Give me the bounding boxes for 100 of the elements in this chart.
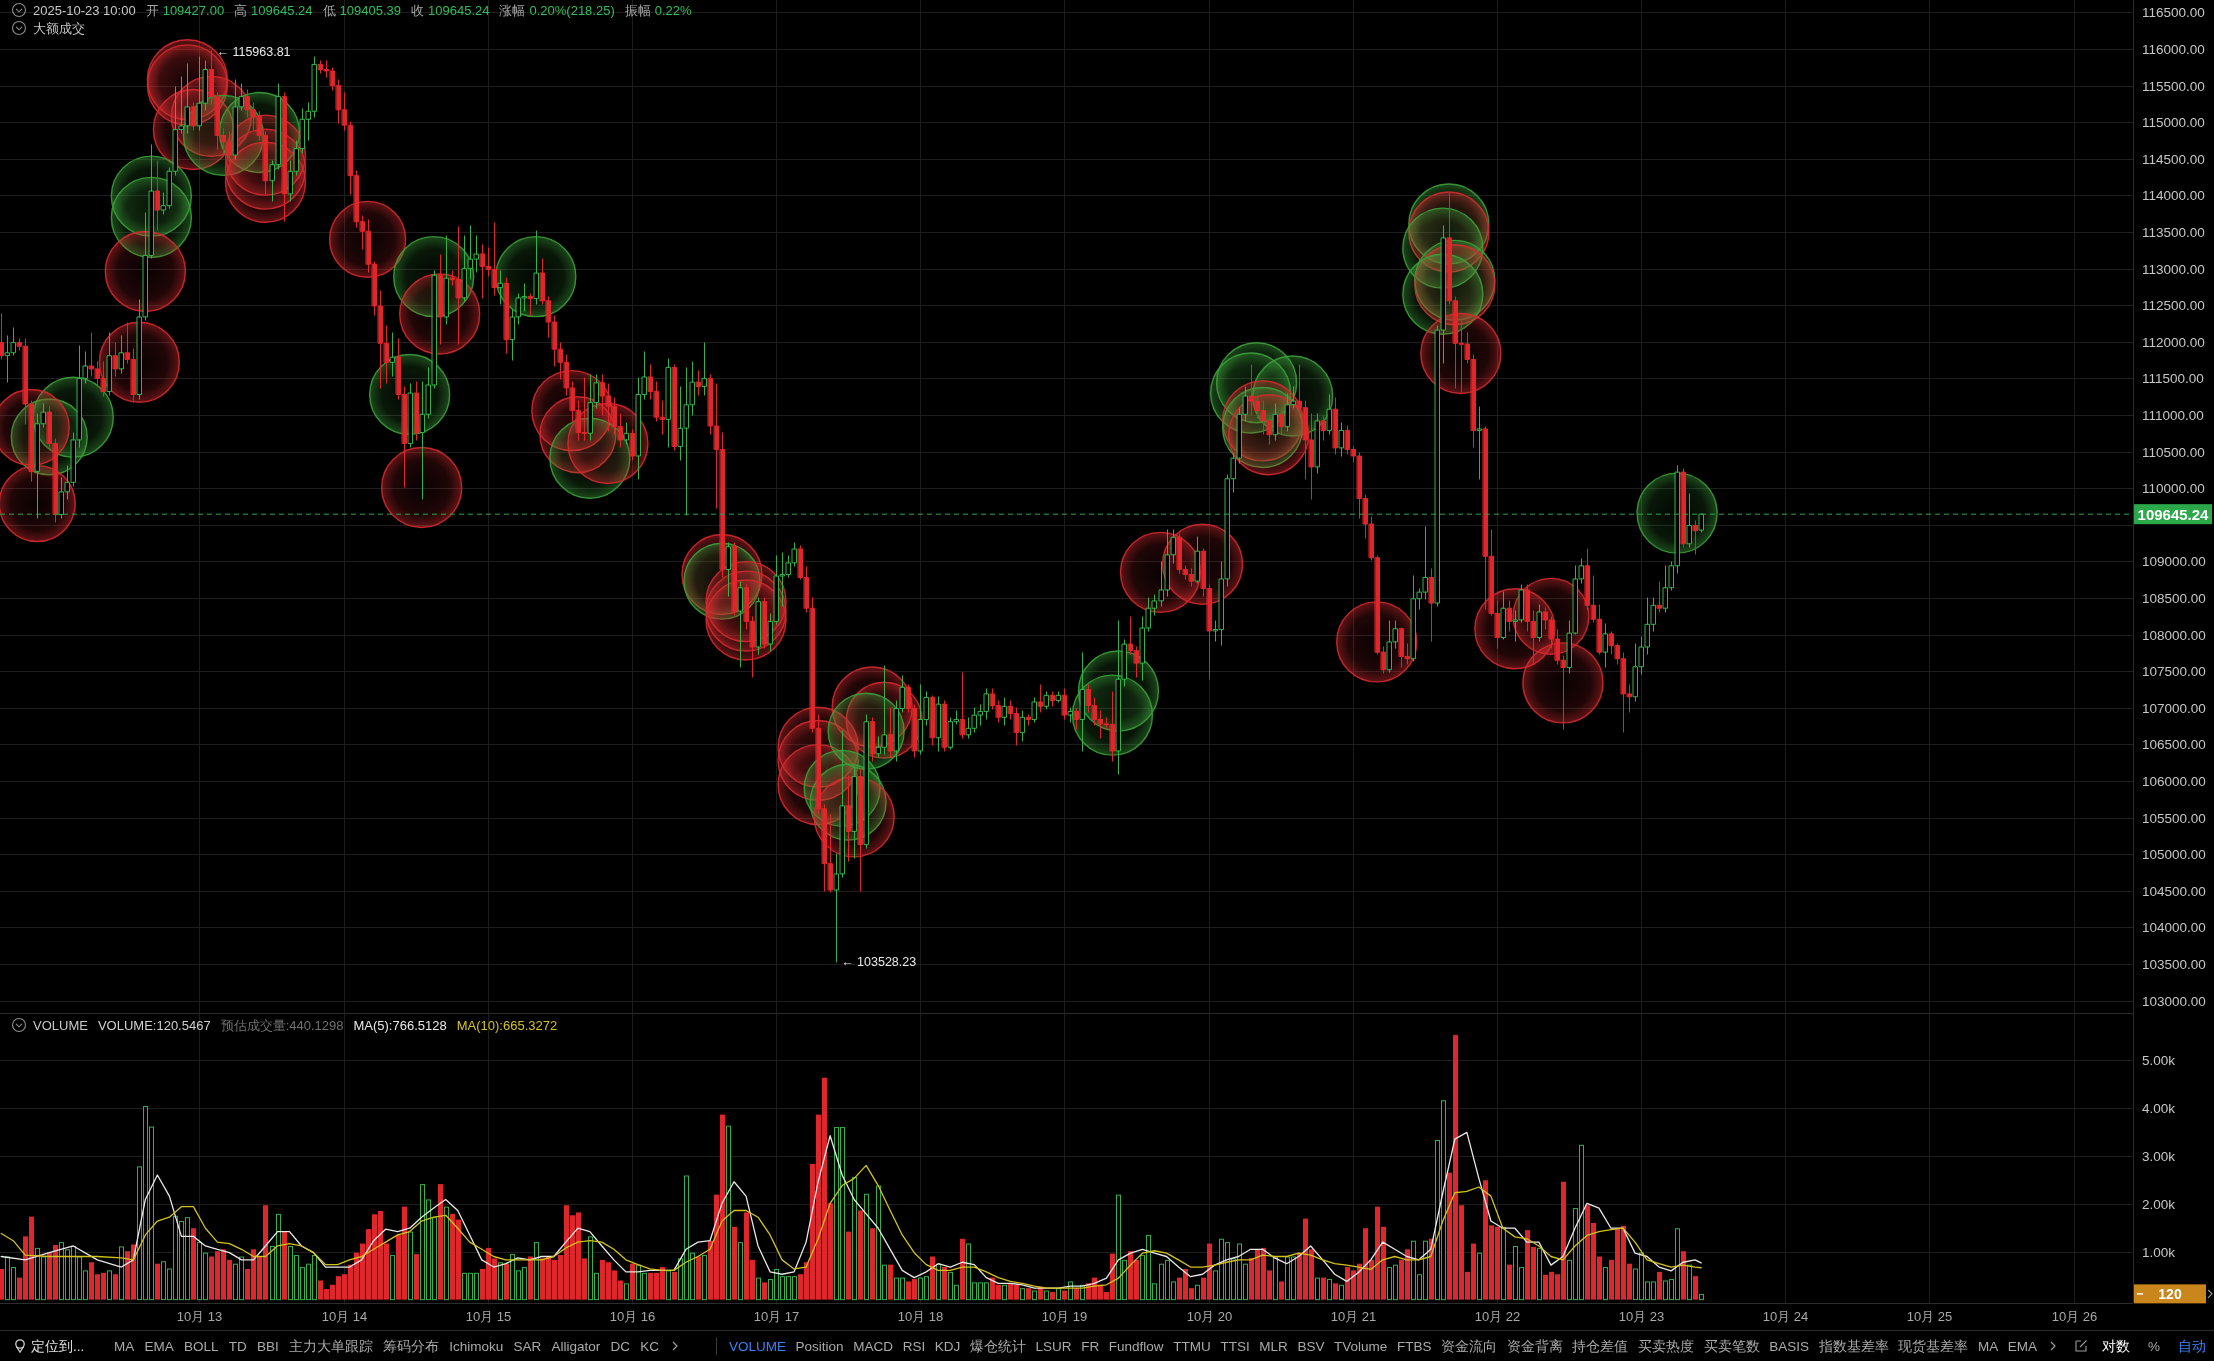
candlestick (762, 597, 767, 649)
text: MA (114, 1338, 135, 1354)
line-series (0, 1164, 1702, 1289)
candlestick (191, 102, 196, 131)
text: LSUR (1035, 1338, 1072, 1354)
annotation: 高 109645.24 (234, 2, 313, 18)
candlestick (852, 766, 857, 859)
candlestick (1339, 422, 1344, 457)
candlestick (936, 696, 941, 752)
candlestick (726, 542, 731, 597)
text: 爆仓统计 (970, 1338, 1026, 1354)
text: SAR (513, 1338, 542, 1354)
bar (1074, 1288, 1079, 1300)
annotation: VOLUME:120.5467 (97, 1017, 211, 1033)
x-tick-label: 10月 17 (753, 1308, 800, 1324)
annotation: 振幅 0.22% (624, 2, 693, 18)
candlestick (504, 277, 509, 354)
text: MA (1977, 1338, 1999, 1354)
candlestick (1315, 413, 1320, 474)
bar (528, 1256, 533, 1300)
candlestick (1327, 394, 1332, 435)
bar (960, 1238, 965, 1300)
y-tick-label: 105500.00 (2142, 811, 2206, 826)
bar (1195, 1284, 1200, 1301)
x-tick-label: 10月 25 (1906, 1308, 1953, 1324)
annotation: 开 109427.00 (145, 2, 225, 18)
bar (113, 1274, 118, 1300)
candlestick (1603, 623, 1608, 668)
text: 资金流向 (1441, 1338, 1498, 1354)
bar (1032, 1290, 1037, 1301)
candlestick (960, 672, 965, 739)
candlestick (672, 364, 677, 451)
text: FTBS (1396, 1338, 1432, 1354)
text: MA(10):665.3272 (456, 1017, 558, 1033)
bar (1699, 1293, 1704, 1301)
bar (1327, 1279, 1332, 1301)
candlestick (1321, 416, 1326, 441)
text: BSV (1297, 1338, 1325, 1354)
bar (1657, 1271, 1662, 1300)
y-tick-label: 111000.00 (2142, 408, 2204, 423)
text: 买卖笔数 (1703, 1338, 1760, 1354)
bar (732, 1226, 737, 1300)
candlestick (630, 429, 635, 461)
candlestick (1693, 520, 1698, 555)
candlestick (414, 381, 419, 441)
x-tick-label: 10月 14 (321, 1308, 368, 1324)
candlestick (528, 293, 533, 316)
candlestick (1038, 684, 1043, 713)
y-tick-label: 103000.00 (2142, 994, 2206, 1009)
y-tick-label: 108000.00 (2142, 628, 2206, 643)
bar (1273, 1256, 1278, 1301)
y-tick-label: 116500.00 (2142, 5, 2205, 20)
bar (282, 1232, 287, 1300)
text: 主力大单跟踪 (288, 1338, 373, 1354)
bar (1507, 1264, 1512, 1300)
bar (1062, 1290, 1067, 1300)
y-tick-label: 107500.00 (2142, 664, 2206, 679)
x-tick-label: 10月 26 (2051, 1308, 2098, 1324)
text: 现货基差率 (1898, 1338, 1969, 1354)
y-tick-label: 107000.00 (2142, 701, 2206, 716)
candlestick (1657, 581, 1662, 613)
y-tick-label: 106500.00 (2142, 737, 2206, 752)
bar (438, 1184, 443, 1300)
bar (107, 1270, 112, 1301)
chart-title: VOLUME (33, 1017, 89, 1033)
bar (738, 1242, 743, 1301)
candlestick (107, 332, 112, 396)
bar (666, 1270, 671, 1301)
candlestick (1074, 708, 1079, 730)
bar (408, 1231, 413, 1301)
x-tick-label: 10月 16 (609, 1308, 656, 1324)
bar (1333, 1283, 1338, 1300)
candlestick (1681, 468, 1686, 548)
text: VOLUME (729, 1338, 787, 1354)
bar (702, 1255, 707, 1301)
text: Ichimoku (449, 1338, 504, 1354)
text: Position (795, 1338, 844, 1354)
x-tick-label: 10月 19 (1041, 1308, 1088, 1324)
text: TD (228, 1338, 247, 1354)
candlestick (1477, 406, 1482, 480)
y-tick-label: 3.00k (2142, 1149, 2176, 1164)
candlestick (155, 160, 160, 231)
candlestick (408, 383, 413, 448)
x-tick-label: 10月 20 (1186, 1308, 1233, 1324)
y-tick-label: 2.00k (2142, 1197, 2176, 1212)
bar (0, 1268, 4, 1300)
bar (1687, 1264, 1692, 1301)
bar (119, 1246, 124, 1301)
bar (1477, 1252, 1482, 1301)
candlestick (1032, 697, 1037, 723)
bar (1050, 1291, 1055, 1300)
candlestick (738, 581, 743, 668)
candlestick (1195, 536, 1200, 584)
candlestick (696, 370, 701, 396)
bar (1339, 1284, 1344, 1301)
x-tick-label: 10月 13 (176, 1308, 223, 1324)
y-tick-label: 110000.00 (2142, 481, 2205, 496)
bar (498, 1262, 503, 1301)
bar (726, 1125, 731, 1301)
y-tick-label: 105000.00 (2142, 847, 2206, 862)
